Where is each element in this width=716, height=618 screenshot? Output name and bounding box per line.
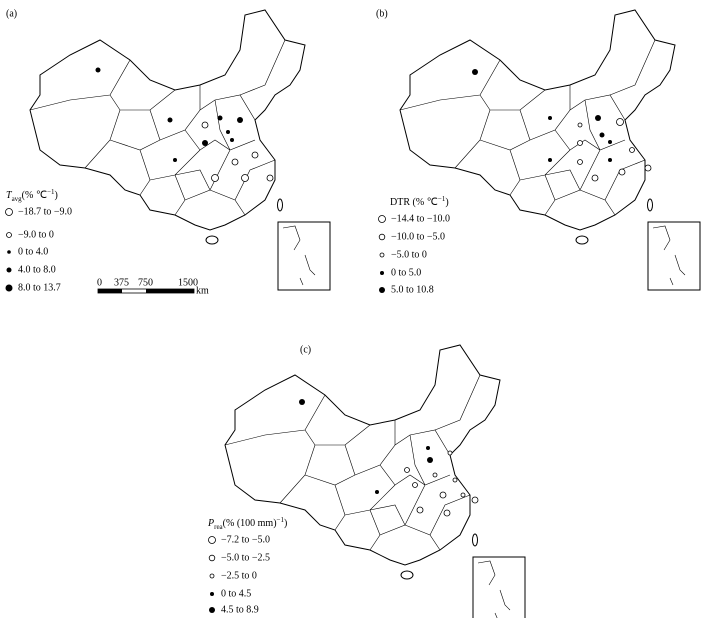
label-part: ) <box>445 197 448 208</box>
legend-entry: −7.2 to −5.0 <box>221 534 270 545</box>
legend-entry: −10.0 to −5.0 <box>391 231 445 242</box>
scale-label: 375 <box>114 277 129 288</box>
label-part: avg <box>12 195 23 203</box>
legend-entry: −18.7 to −9.0 <box>18 206 72 217</box>
scale-label: 750 <box>138 277 153 288</box>
panel-label: (b) <box>376 8 388 19</box>
map-b <box>399 9 701 291</box>
stations-b <box>472 69 652 182</box>
label-part: (% (100 mm) <box>223 518 277 529</box>
label-part: T <box>6 190 13 201</box>
legend-b: −14.4 to −10.0 −10.0 to −5.0 −5.0 to 0 0… <box>378 213 450 295</box>
legend-title: Tavg(% ℃−1) <box>6 188 58 203</box>
stations-c <box>299 399 479 517</box>
legend-entry: −14.4 to −10.0 <box>391 213 450 224</box>
legend-entry: 0 to 4.5 <box>221 588 251 599</box>
legend-entry: 4.5 to 8.9 <box>221 604 259 615</box>
scale-label: 0 <box>97 277 102 288</box>
legend-entry: 0 to 4.0 <box>18 246 48 257</box>
legend-entry: −9.0 to 0 <box>18 229 54 240</box>
legend-entry: −5.0 to 0 <box>391 249 427 260</box>
scale-unit: km <box>196 285 209 296</box>
panel-label: (a) <box>6 8 17 19</box>
legend-entry: 4.0 to 8.0 <box>18 264 56 275</box>
legend-entry: −2.5 to 0 <box>221 570 257 581</box>
legend-title: DTR (% ℃−1) <box>390 195 449 209</box>
label-part: DTR (% ℃ <box>390 197 438 208</box>
label-part: ) <box>284 518 287 529</box>
legend-entry: 8.0 to 13.7 <box>18 282 61 293</box>
label-part: (% ℃ <box>22 190 47 201</box>
legend-title: Prea(% (100 mm)−1) <box>207 516 287 531</box>
label-part: −1 <box>277 516 285 524</box>
legend-a: −18.7 to −9.0 −9.0 to 0 0 to 4.0 4.0 to … <box>5 206 72 293</box>
legend-entry: −5.0 to −2.5 <box>221 552 270 563</box>
label-part: P <box>207 518 214 529</box>
panel-label: (c) <box>300 344 311 355</box>
map-c <box>224 344 526 618</box>
map-a <box>29 9 331 291</box>
legend-entry: 0 to 5.0 <box>391 267 421 278</box>
label-part: −1 <box>438 195 446 203</box>
scale-bar: 0 375 750 1500 km <box>97 277 209 296</box>
legend-entry: 5.0 to 10.8 <box>391 284 434 295</box>
label-part: rea <box>214 523 223 531</box>
legend-c: −7.2 to −5.0 −5.0 to −2.5 −2.5 to 0 0 to… <box>208 534 270 615</box>
scale-label: 1500 <box>178 277 198 288</box>
label-part: ) <box>55 190 58 201</box>
label-part: −1 <box>47 188 55 196</box>
stations-a <box>95 67 274 182</box>
